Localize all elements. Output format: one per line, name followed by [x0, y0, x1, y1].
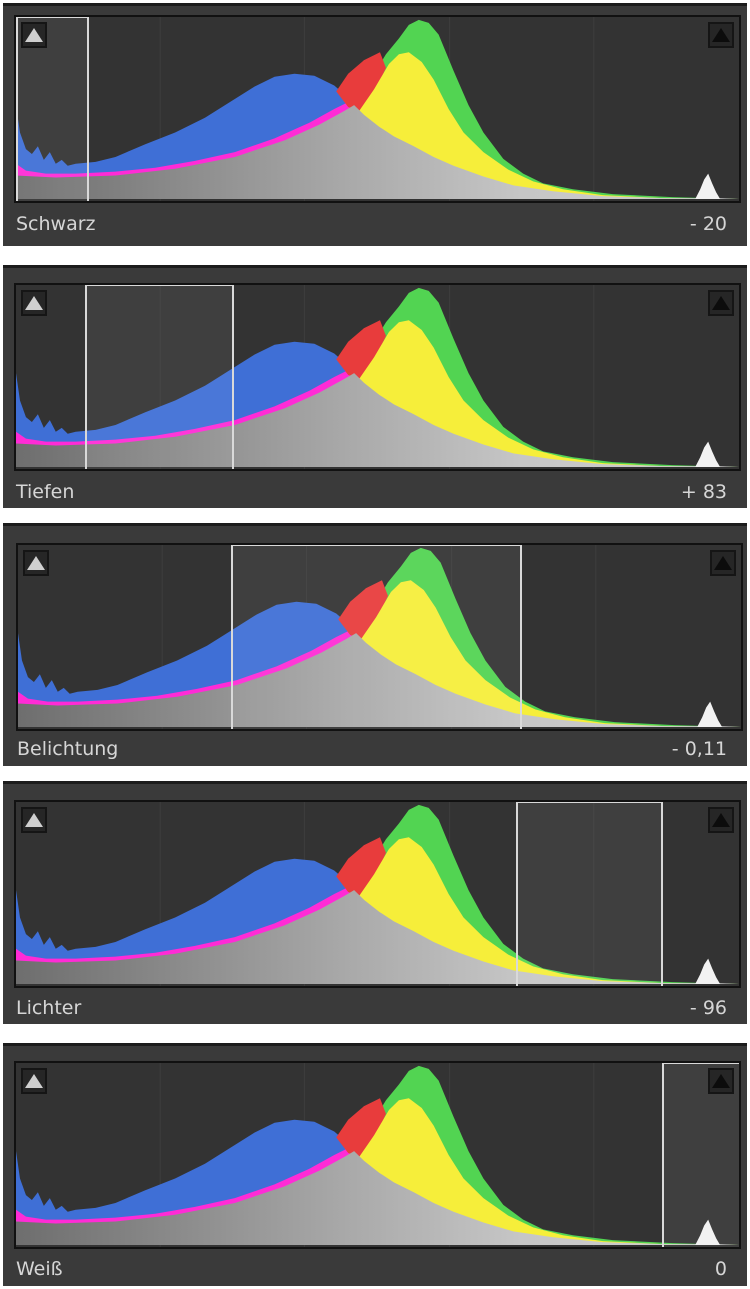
histogram[interactable]	[16, 543, 743, 731]
histogram-graph	[16, 17, 739, 201]
shadow-clipping-triangle-icon	[25, 1074, 43, 1088]
highlight-clipping-triangle-icon	[712, 296, 730, 310]
tone-range-highlight	[516, 802, 663, 986]
panel-value: - 96	[689, 997, 727, 1019]
panel-label: Weiß	[16, 1258, 63, 1280]
histogram[interactable]	[14, 800, 741, 988]
highlight-clipping-triangle-icon	[712, 813, 730, 827]
shadow-clipping-button[interactable]	[21, 807, 47, 833]
histogram[interactable]	[14, 15, 741, 203]
shadow-clipping-button[interactable]	[23, 550, 49, 576]
highlight-clipping-button[interactable]	[708, 1068, 734, 1094]
panel-label: Tiefen	[16, 481, 75, 503]
tone-range-highlight	[85, 285, 234, 469]
panel-tiefen: Tiefen + 83	[3, 265, 747, 508]
shadow-clipping-button[interactable]	[21, 1068, 47, 1094]
panel-value: + 83	[680, 481, 727, 503]
shadow-clipping-button[interactable]	[21, 22, 47, 48]
tone-range-highlight	[231, 545, 522, 729]
highlight-clipping-button[interactable]	[708, 22, 734, 48]
histogram[interactable]	[14, 283, 741, 471]
shadow-clipping-triangle-icon	[25, 296, 43, 310]
panel-belichtung: Belichtung - 0,11	[3, 523, 747, 766]
panel-weiss: Weiß 0	[3, 1043, 747, 1286]
panel-value: - 0,11	[671, 738, 727, 760]
histogram[interactable]	[14, 1061, 741, 1249]
highlight-clipping-button[interactable]	[710, 550, 736, 576]
shadow-clipping-triangle-icon	[25, 28, 43, 42]
panel-lichter: Lichter - 96	[3, 781, 747, 1024]
highlight-clipping-triangle-icon	[712, 1074, 730, 1088]
highlight-clipping-triangle-icon	[714, 556, 732, 570]
highlight-clipping-button[interactable]	[708, 807, 734, 833]
panel-value: 0	[714, 1258, 727, 1280]
panel-label: Lichter	[16, 997, 82, 1019]
panel-schwarz: Schwarz - 20	[3, 3, 747, 246]
highlight-clipping-button[interactable]	[708, 290, 734, 316]
shadow-clipping-triangle-icon	[27, 556, 45, 570]
histogram-graph	[16, 1063, 739, 1247]
panel-label: Schwarz	[16, 213, 96, 235]
shadow-clipping-button[interactable]	[21, 290, 47, 316]
highlight-clipping-triangle-icon	[712, 28, 730, 42]
panel-label: Belichtung	[17, 738, 119, 760]
panel-value: - 20	[689, 213, 727, 235]
shadow-clipping-triangle-icon	[25, 813, 43, 827]
